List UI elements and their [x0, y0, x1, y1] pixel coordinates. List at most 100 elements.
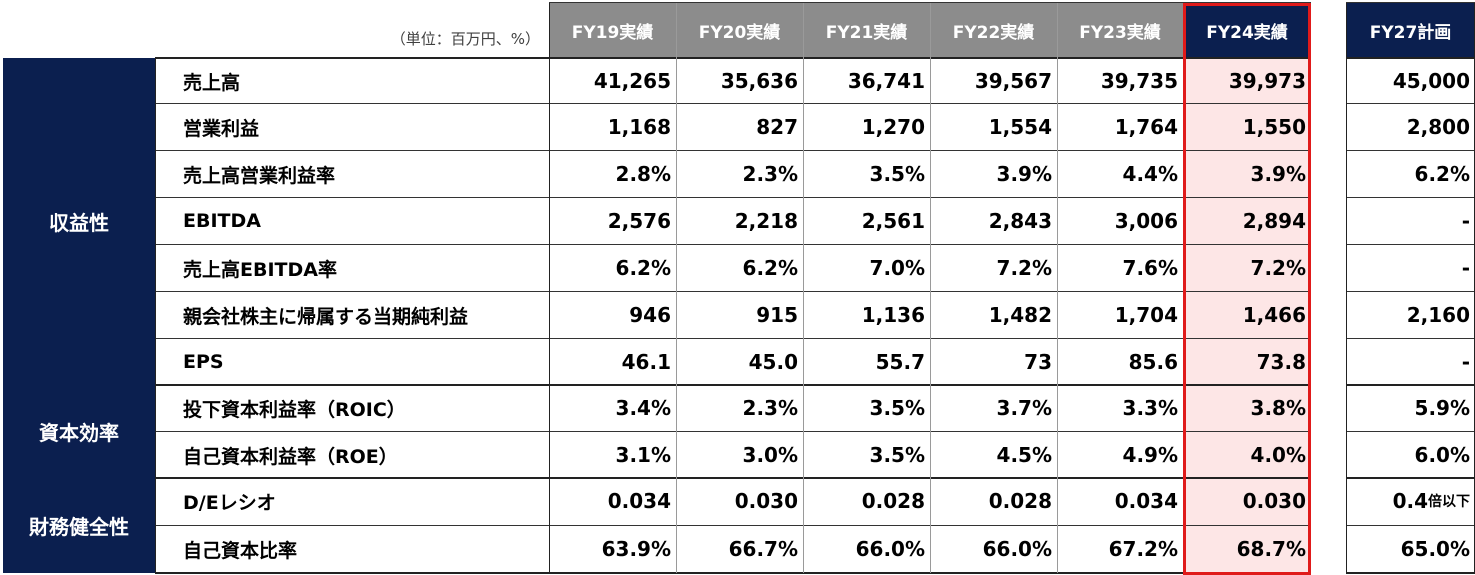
table-cell: 1,482: [988, 303, 1052, 327]
plan-row-divider: [1346, 431, 1475, 432]
plan-value: 5.9%: [1414, 396, 1470, 420]
table-cell: 7.2%: [996, 256, 1052, 280]
plan-cell: -: [1346, 198, 1475, 244]
table-cell: 1,270: [861, 115, 925, 139]
row-label: EBITDA: [183, 210, 261, 232]
table-cell: 4.5%: [996, 443, 1052, 467]
row-label: 売上高: [183, 71, 241, 94]
column-divider: [1346, 3, 1347, 573]
plan-value: -: [1461, 256, 1470, 280]
plan-cell: -: [1346, 339, 1475, 385]
header-fy27-plan: FY27計画: [1346, 3, 1475, 58]
header-fy23: FY23実績: [1057, 3, 1183, 58]
table-cell: 0.030: [734, 489, 798, 513]
column-divider: [155, 58, 156, 573]
plan-header-top-line: [1346, 2, 1475, 3]
category-profitability: 収益性: [3, 58, 155, 385]
plan-value: 6.2%: [1414, 162, 1470, 186]
plan-row-divider: [1346, 150, 1475, 151]
table-cell: 4.4%: [1122, 162, 1178, 186]
plan-cell: 2,800: [1346, 104, 1475, 150]
row-divider: [155, 150, 1311, 151]
plan-row-divider: [1346, 384, 1475, 386]
table-cell: 73: [1024, 350, 1052, 374]
category-financial-soundness: 財務健全性: [3, 478, 155, 573]
table-cell: 2.3%: [742, 396, 798, 420]
fy24-highlight-border: [1183, 3, 1311, 575]
table-cell: 41,265: [593, 69, 671, 93]
column-divider: [549, 3, 550, 573]
table-cell: 66.7%: [728, 537, 798, 561]
header-fy22: FY22実績: [930, 3, 1057, 58]
table-cell: 73.8: [1183, 339, 1311, 385]
table-cell: 3.7%: [996, 396, 1052, 420]
table-cell: 0.028: [861, 489, 925, 513]
table-cell: 1,136: [861, 303, 925, 327]
row-divider: [155, 572, 1311, 574]
table-cell: 36,741: [847, 69, 925, 93]
plan-cell: 6.2%: [1346, 151, 1475, 197]
row-label: 自己資本比率: [183, 539, 298, 562]
table-cell: 3.5%: [869, 396, 925, 420]
plan-row-divider: [1346, 572, 1475, 574]
row-divider: [155, 338, 1311, 339]
plan-cell: 5.9%: [1346, 385, 1475, 431]
table-cell: 3.9%: [1183, 151, 1311, 197]
table-cell: 4.0%: [1183, 432, 1311, 478]
column-divider: [930, 3, 931, 573]
table-cell: 3.5%: [869, 162, 925, 186]
unit-note: （単位：百万円、%）: [390, 29, 540, 48]
table-cell: 0.034: [607, 489, 671, 513]
table-cell: 3.3%: [1122, 396, 1178, 420]
plan-suffix: 倍以下: [1428, 494, 1470, 510]
row-divider: [155, 384, 1311, 386]
plan-value: 45,000: [1392, 69, 1470, 93]
table-cell: 3.8%: [1183, 385, 1311, 431]
plan-cell: 0.4 倍以下: [1346, 478, 1475, 524]
plan-row-divider: [1346, 477, 1475, 479]
table-cell: 7.2%: [1183, 245, 1311, 291]
row-label: 投下資本利益率（ROIC）: [183, 398, 406, 421]
table-cell: 3.0%: [742, 443, 798, 467]
table-cell: 63.9%: [601, 537, 671, 561]
table-cell: 3,006: [1114, 209, 1178, 233]
table-cell: 45.0: [748, 350, 798, 374]
table-cell: 39,567: [974, 69, 1052, 93]
plan-cell: 65.0%: [1346, 526, 1475, 572]
row-label: D/Eレシオ: [183, 491, 276, 514]
table-cell: 66.0%: [855, 537, 925, 561]
plan-value: 2,160: [1406, 303, 1470, 327]
column-divider: [803, 3, 804, 573]
table-cell: 2,576: [607, 209, 671, 233]
table-cell: 1,550: [1183, 104, 1311, 150]
plan-row-divider: [1346, 57, 1475, 59]
header-fy19: FY19実績: [549, 3, 676, 58]
row-divider: [155, 57, 1311, 59]
row-label: 自己資本利益率（ROE）: [183, 445, 398, 468]
table-cell: 915: [756, 303, 798, 327]
row-divider: [155, 103, 1311, 104]
plan-cell: -: [1346, 245, 1475, 291]
table-cell: 67.2%: [1108, 537, 1178, 561]
row-divider: [155, 477, 1311, 479]
table-cell: 1,168: [607, 115, 671, 139]
row-label: 売上高営業利益率: [183, 164, 336, 187]
plan-row-divider: [1346, 197, 1475, 198]
table-cell: 6.2%: [742, 256, 798, 280]
plan-value: -: [1461, 209, 1470, 233]
table-cell: 0.028: [988, 489, 1052, 513]
plan-value: 0.4: [1392, 489, 1428, 513]
table-cell: 0.030: [1183, 478, 1311, 524]
table-cell: 2,843: [988, 209, 1052, 233]
table-cell: 39,973: [1183, 58, 1311, 104]
row-label: 営業利益: [183, 117, 260, 140]
table-cell: 4.9%: [1122, 443, 1178, 467]
plan-row-divider: [1346, 338, 1475, 339]
table-cell: 2,894: [1183, 198, 1311, 244]
table-cell: 7.6%: [1122, 256, 1178, 280]
table-cell: 3.9%: [996, 162, 1052, 186]
table-cell: 39,735: [1100, 69, 1178, 93]
plan-value: 65.0%: [1400, 537, 1470, 561]
table-cell: 2.3%: [742, 162, 798, 186]
header-fy24: FY24実績: [1183, 3, 1311, 58]
